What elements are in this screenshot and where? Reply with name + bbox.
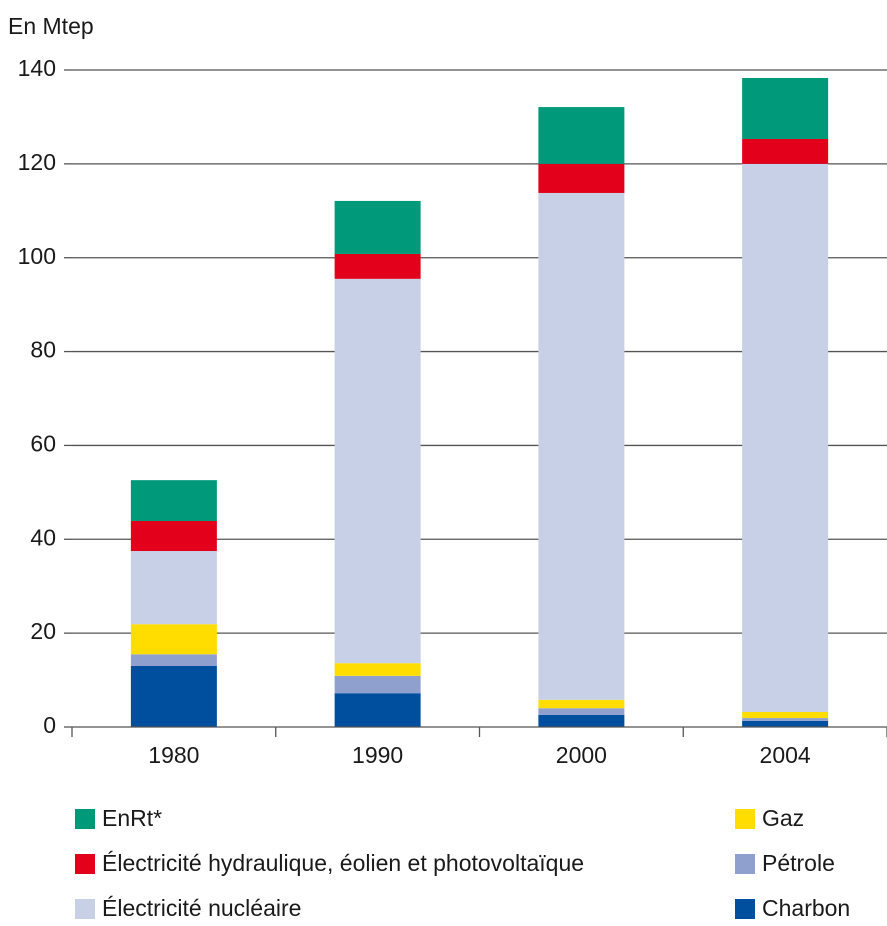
y-tick-label: 120 <box>18 149 56 175</box>
bar-segment <box>742 711 829 719</box>
bar-segment <box>130 624 217 655</box>
bar-segment <box>538 714 625 727</box>
bar-segment <box>538 708 625 715</box>
bar-segment <box>130 520 217 552</box>
bar-segment <box>334 693 421 727</box>
bar-segment <box>130 654 217 666</box>
bar-segment <box>742 718 829 721</box>
x-tick-label: 1990 <box>352 742 403 768</box>
legend-label: Électricité hydraulique, éolien et photo… <box>102 850 584 876</box>
bar-segment <box>130 665 217 727</box>
bar-segment <box>334 278 421 664</box>
bar-segment <box>334 253 421 279</box>
legend-swatch <box>735 854 755 874</box>
bar-segment <box>538 107 625 164</box>
x-tick-label: 2004 <box>760 742 811 768</box>
bar-segment <box>538 163 625 193</box>
y-tick-label: 20 <box>30 618 56 644</box>
y-tick-label: 0 <box>43 712 56 738</box>
y-tick-label: 80 <box>30 337 56 363</box>
legend-swatch <box>75 809 95 829</box>
legend-label: Pétrole <box>762 850 835 876</box>
legend-swatch <box>735 899 755 919</box>
bar-segment <box>742 163 829 712</box>
bar-segment <box>334 663 421 676</box>
y-axis-label: En Mtep <box>8 13 94 39</box>
bar-segment <box>742 720 829 727</box>
y-tick-label: 60 <box>30 431 56 457</box>
y-tick-label: 100 <box>18 243 56 269</box>
bar-segment <box>538 699 625 709</box>
y-tick-label: 140 <box>18 55 56 81</box>
legend-swatch <box>75 854 95 874</box>
bar-segment <box>130 480 217 521</box>
bar-segment <box>334 675 421 694</box>
bar-segment <box>334 200 421 254</box>
y-tick-label: 40 <box>30 524 56 550</box>
bar-segment <box>538 192 625 700</box>
x-tick-label: 2000 <box>556 742 607 768</box>
legend-label: Charbon <box>762 895 850 921</box>
bar-segment <box>742 138 829 164</box>
legend-swatch <box>75 899 95 919</box>
legend-label: Gaz <box>762 805 804 831</box>
legend-swatch <box>735 809 755 829</box>
x-tick-label: 1980 <box>148 742 199 768</box>
bar-segment <box>742 77 829 139</box>
legend-label: EnRt* <box>102 805 162 831</box>
legend-label: Électricité nucléaire <box>102 895 301 921</box>
bar-segment <box>130 551 217 625</box>
